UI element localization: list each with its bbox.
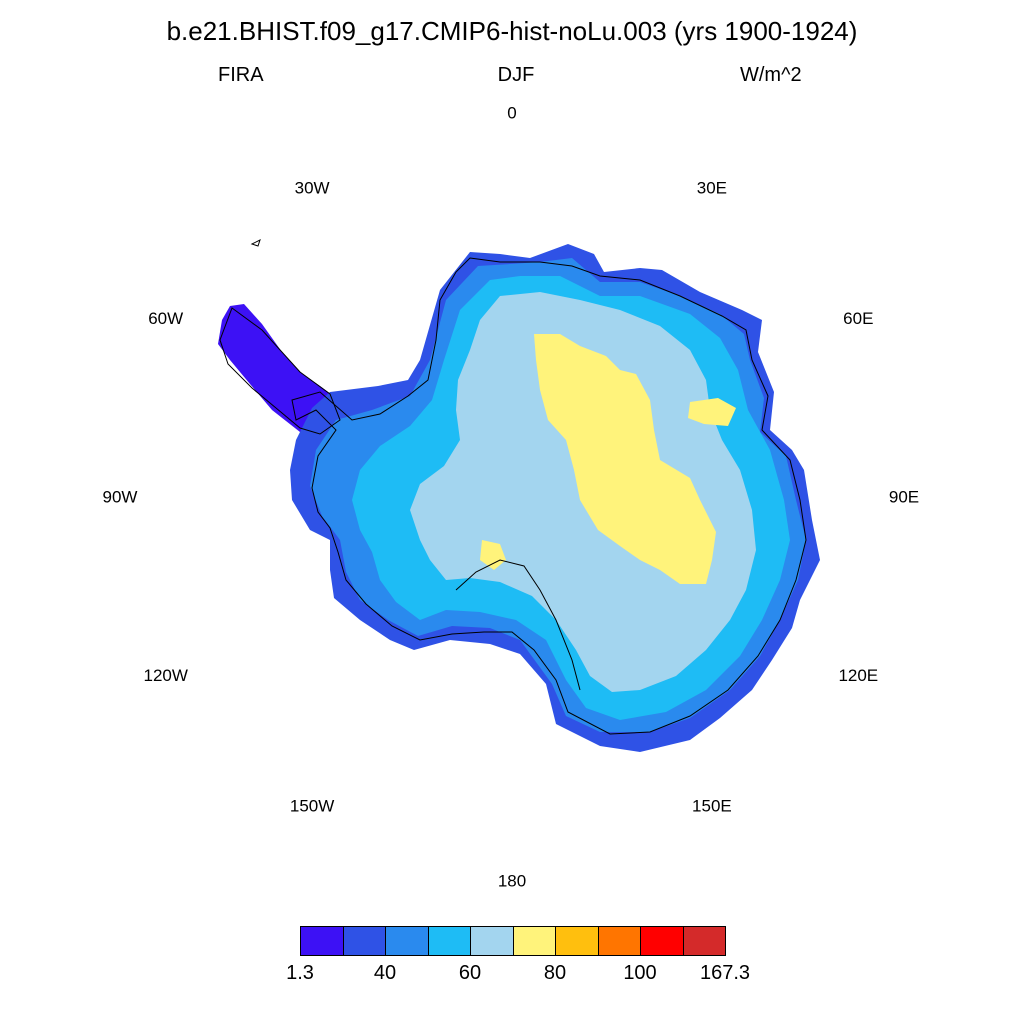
colorbar-tick-label: 100	[623, 962, 657, 984]
colorbar-swatch	[342, 926, 386, 956]
longitude-label: 60E	[843, 309, 873, 328]
high-value-region	[480, 334, 736, 584]
longitude-label: 120W	[143, 666, 187, 685]
colorbar-swatch	[640, 926, 684, 956]
colorbar-swatch	[682, 926, 726, 956]
colorbar-swatch	[597, 926, 641, 956]
colorbar-swatch	[427, 926, 471, 956]
longitude-labels: 0 30E 60E 90E 120E 150E 180 150W 120W 90W 60W 30W	[103, 103, 920, 890]
colorbar-tick-label: 80	[543, 962, 567, 984]
variable-label: FIRA	[218, 64, 264, 86]
longitude-label: 120E	[838, 666, 878, 685]
ice-shelf-line	[455, 559, 581, 691]
coastline	[219, 239, 807, 735]
longitude-label: 30E	[697, 179, 727, 198]
plot-title: b.e21.BHIST.f09_g17.CMIP6-hist-noLu.003 …	[166, 16, 858, 46]
colorbar-swatch	[512, 926, 556, 956]
longitude-label: 90E	[889, 487, 919, 506]
units-label: W/m^2	[740, 64, 802, 86]
longitude-label: 30W	[295, 179, 330, 198]
longitude-label: 0	[507, 103, 516, 122]
longitude-label: 90W	[103, 487, 138, 506]
colorbar-swatch	[300, 926, 344, 956]
island-outline	[250, 239, 261, 247]
longitude-label: 180	[498, 872, 526, 891]
colorbar-tick-label: 60	[458, 962, 482, 984]
colorbar-tick-label: 40	[373, 962, 397, 984]
longitude-label: 150W	[290, 796, 334, 815]
colorbar-swatch	[555, 926, 599, 956]
longitude-label: 150E	[692, 796, 732, 815]
coastline-main	[291, 257, 807, 735]
season-label: DJF	[497, 64, 535, 86]
colorbar-tick-label: 1.3	[286, 962, 314, 984]
colorbar-swatch	[470, 926, 514, 956]
colorbar-tick-label: 167.3	[699, 962, 751, 984]
longitude-label: 60W	[148, 309, 183, 328]
plateau-high-core	[534, 334, 716, 584]
inland-high-patch	[480, 540, 506, 570]
colorbar-swatch	[385, 926, 429, 956]
peninsula-coastline	[219, 307, 341, 435]
coastal-high-patch	[688, 398, 736, 426]
